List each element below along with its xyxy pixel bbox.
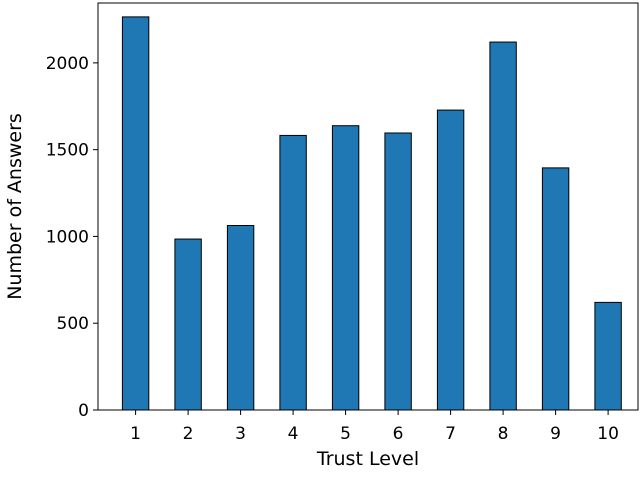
y-tick-label: 2000 xyxy=(46,54,89,74)
bar-1 xyxy=(121,16,150,411)
x-tick-label: 1 xyxy=(130,424,141,444)
bar-3 xyxy=(226,225,255,411)
y-axis-ticks: 0 500 1000 1500 2000 xyxy=(46,54,98,421)
bar-9 xyxy=(541,167,570,411)
bars-group xyxy=(121,16,622,411)
x-axis-label: Trust Level xyxy=(316,448,419,470)
bar-10 xyxy=(594,301,622,411)
x-tick-label: 8 xyxy=(498,424,509,444)
x-tick-label: 10 xyxy=(597,424,619,444)
x-tick-label: 9 xyxy=(550,424,561,444)
bar-5 xyxy=(331,125,360,411)
bar-4 xyxy=(279,134,307,411)
x-tick-label: 6 xyxy=(393,424,404,444)
x-tick-label: 2 xyxy=(183,424,194,444)
bar-8 xyxy=(489,41,517,411)
bar-6 xyxy=(384,132,412,411)
bar-7 xyxy=(436,109,465,411)
y-tick-label: 500 xyxy=(57,314,89,334)
bar-2 xyxy=(174,238,202,411)
y-tick-label: 1500 xyxy=(46,141,89,161)
plot-frame xyxy=(97,2,639,411)
x-tick-label: 7 xyxy=(445,424,456,444)
y-tick-label: 1000 xyxy=(46,227,89,247)
x-tick-label: 4 xyxy=(288,424,299,444)
y-tick-label: 0 xyxy=(78,401,89,421)
x-axis-ticks: 1 2 3 4 5 6 7 8 9 10 xyxy=(130,410,619,444)
y-axis-label: Number of Answers xyxy=(4,113,26,300)
x-tick-label: 3 xyxy=(235,424,246,444)
x-tick-label: 5 xyxy=(340,424,351,444)
